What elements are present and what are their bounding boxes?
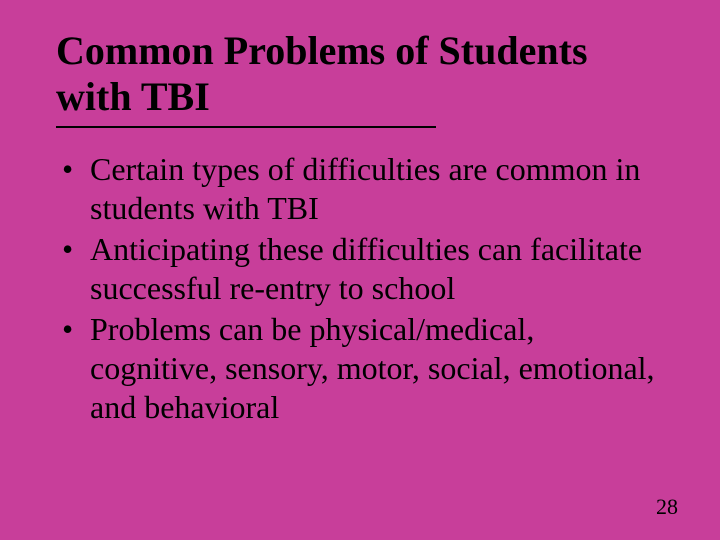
bullet-item: Problems can be physical/medical, cognit… — [56, 310, 664, 427]
slide-title: Common Problems of Students with TBI — [56, 28, 664, 120]
bullet-item: Anticipating these difficulties can faci… — [56, 230, 664, 308]
page-number: 28 — [656, 494, 678, 520]
bullet-list: Certain types of difficulties are common… — [56, 150, 664, 427]
bullet-item: Certain types of difficulties are common… — [56, 150, 664, 228]
slide-container: Common Problems of Students with TBI Cer… — [0, 0, 720, 540]
title-divider — [56, 126, 436, 128]
